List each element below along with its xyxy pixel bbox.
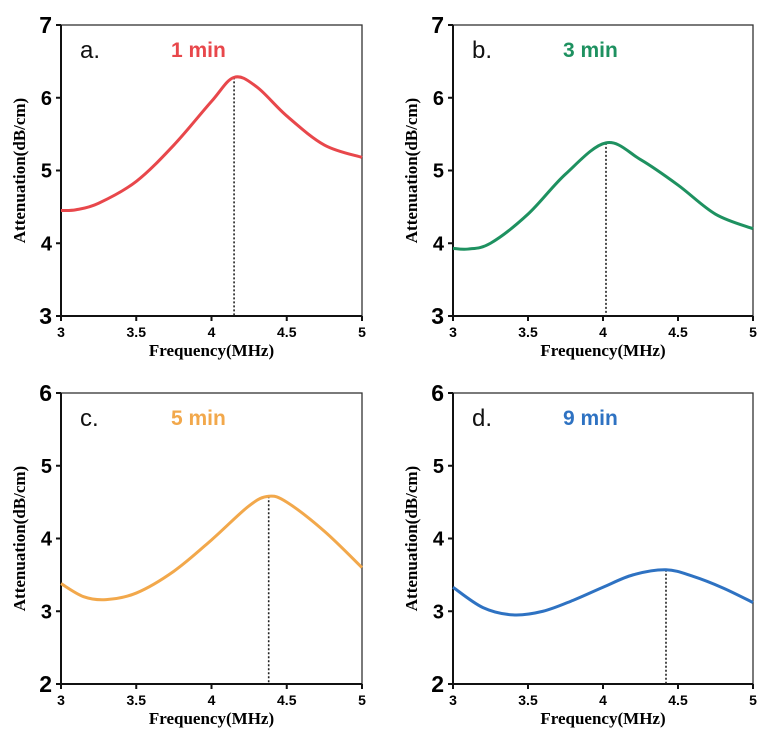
y-tick-label: 7 <box>431 12 444 38</box>
x-tick-label: 5 <box>358 324 366 340</box>
series-line <box>60 75 363 213</box>
y-tick-label: 2 <box>39 671 52 697</box>
series-title: 5 min <box>171 407 226 430</box>
plot-frame <box>452 24 754 317</box>
y-tick-label: 3 <box>41 601 52 623</box>
y-axis-label: Attenuation(dB/cm) <box>10 466 29 611</box>
y-tick-label: 6 <box>431 380 444 406</box>
x-tick-label: 4 <box>208 692 216 708</box>
y-axis-label: Attenuation(dB/cm) <box>10 98 29 243</box>
x-tick-label: 5 <box>749 324 757 340</box>
series-title: 3 min <box>563 39 618 62</box>
series-title: 1 min <box>171 39 226 62</box>
x-tick-label: 3 <box>449 324 457 340</box>
y-tick-label: 4 <box>433 233 445 255</box>
x-tick-label: 4.5 <box>277 324 297 340</box>
x-tick-label: 4.5 <box>668 324 688 340</box>
series-line <box>452 568 754 617</box>
y-tick-label: 4 <box>41 233 53 255</box>
subplot-a: 3 4 5 6 7 3 3.5 4 4.5 5 Frequency(MHz) Attenuation(… <box>10 12 366 360</box>
y-tick-label: 4 <box>41 529 53 551</box>
subplot-b: 3 4 5 6 7 3 3.5 4 4.5 5 Frequency(MHz) Attenuation(… <box>402 12 757 360</box>
y-tick-label: 4 <box>433 529 445 551</box>
y-tick-label: 6 <box>39 380 52 406</box>
x-tick-label: 3 <box>57 692 65 708</box>
panel-label: c. <box>80 405 99 432</box>
y-axis-label: Attenuation(dB/cm) <box>402 466 421 611</box>
y-tick-label: 5 <box>41 161 52 183</box>
y-tick-label: 7 <box>39 12 52 38</box>
y-tick-label: 3 <box>431 303 444 329</box>
x-tick-label: 3 <box>57 324 65 340</box>
x-tick-label: 3.5 <box>127 324 147 340</box>
y-tick-label: 3 <box>39 303 52 329</box>
series-line <box>60 494 364 602</box>
x-tick-label: 3.5 <box>518 692 538 708</box>
y-tick-label: 3 <box>433 601 444 623</box>
y-tick-label: 5 <box>433 456 444 478</box>
y-tick-label: 6 <box>433 88 444 110</box>
x-tick-label: 4.5 <box>277 692 297 708</box>
plot-frame <box>452 392 754 685</box>
plot-frame <box>60 24 363 317</box>
x-tick-label: 4 <box>208 324 216 340</box>
x-tick-label: 5 <box>358 692 366 708</box>
x-tick-label: 4 <box>599 324 607 340</box>
x-tick-label: 3.5 <box>127 692 147 708</box>
x-tick-label: 4.5 <box>668 692 688 708</box>
y-tick-label: 5 <box>41 456 52 478</box>
series-line <box>452 141 754 251</box>
x-tick-label: 4 <box>599 692 607 708</box>
x-axis-label: Frequency(MHz) <box>149 341 274 360</box>
x-axis-label: Frequency(MHz) <box>149 709 274 728</box>
x-tick-label: 3 <box>449 692 457 708</box>
y-tick-label: 6 <box>41 88 52 110</box>
panel-label: a. <box>80 37 100 64</box>
panel-label: b. <box>472 37 492 64</box>
x-tick-label: 5 <box>749 692 757 708</box>
x-tick-label: 3.5 <box>518 324 538 340</box>
series-title: 9 min <box>563 407 618 430</box>
panel-label: d. <box>472 405 492 432</box>
y-tick-label: 2 <box>431 671 444 697</box>
x-axis-label: Frequency(MHz) <box>540 341 665 360</box>
y-tick-label: 5 <box>433 161 444 183</box>
y-axis-label: Attenuation(dB/cm) <box>402 98 421 243</box>
x-axis-label: Frequency(MHz) <box>540 709 665 728</box>
